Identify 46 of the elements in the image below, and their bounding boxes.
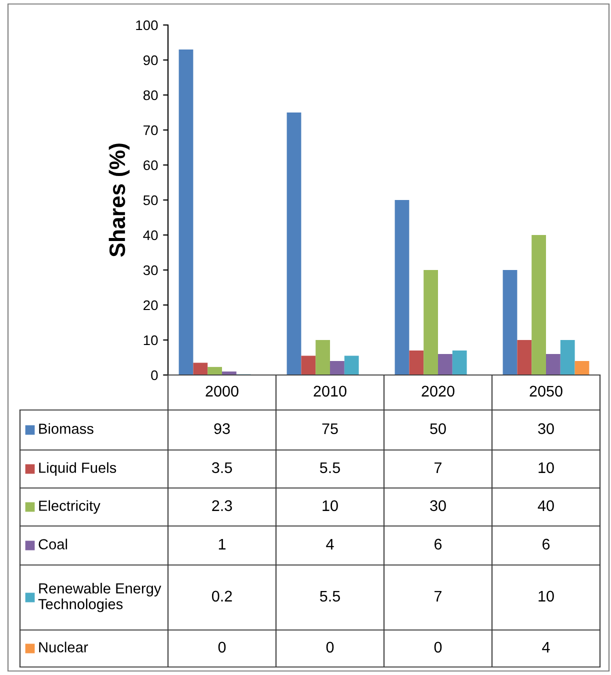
- legend-label: Nuclear: [39, 642, 88, 652]
- data-label: 3.5: [212, 462, 232, 474]
- legend-label: Biomass: [39, 423, 94, 434]
- data-label: 7: [434, 462, 442, 473]
- y-axis-title: Shares (%): [108, 144, 130, 257]
- data-label: 4: [326, 538, 334, 550]
- data-label: 10: [538, 590, 554, 602]
- data-label: 0: [326, 642, 334, 653]
- y-tick-label: 70: [144, 125, 158, 136]
- legend-label: Coal: [38, 538, 68, 550]
- y-tick-label: 100: [136, 20, 158, 30]
- y-tick-label: 90: [143, 55, 158, 66]
- y-tick-label: 50: [143, 195, 158, 206]
- x-tick-label: 2050: [530, 386, 562, 397]
- data-label: 6: [542, 538, 550, 550]
- data-label: 5.5: [320, 590, 340, 602]
- y-tick-label: 20: [144, 300, 158, 310]
- data-label: 2.3: [212, 500, 232, 512]
- data-label: 6: [434, 538, 442, 550]
- x-tick-label: 2010: [314, 386, 346, 397]
- y-tick-label: 80: [143, 90, 158, 100]
- y-tick-label: 30: [143, 265, 158, 276]
- x-tick-label: 2020: [422, 386, 454, 397]
- x-tick-label: 2000: [206, 386, 238, 397]
- data-label: 0: [434, 642, 442, 653]
- legend-label: Renewable Energy Technologies: [38, 582, 162, 612]
- data-label: 50: [430, 423, 446, 434]
- legend-label: Liquid Fuels: [39, 462, 116, 476]
- data-label: 10: [322, 500, 338, 512]
- data-label: 1: [218, 538, 226, 550]
- data-label: 30: [430, 500, 446, 512]
- data-label: 0.2: [212, 590, 232, 602]
- data-label: 7: [434, 590, 442, 602]
- data-label: 4: [542, 642, 550, 652]
- data-label: 5.5: [320, 462, 340, 474]
- data-label: 93: [214, 423, 230, 434]
- data-label: 30: [538, 423, 554, 434]
- legend-label: Electricity: [39, 500, 100, 514]
- y-tick-label: 0: [151, 370, 158, 380]
- data-label: 10: [538, 462, 554, 474]
- data-label: 40: [538, 500, 554, 512]
- data-label: 0: [218, 642, 226, 653]
- y-tick-label: 60: [144, 160, 158, 170]
- data-label: 75: [322, 423, 338, 434]
- y-tick-label: 10: [144, 335, 158, 346]
- y-tick-label: 40: [143, 230, 158, 240]
